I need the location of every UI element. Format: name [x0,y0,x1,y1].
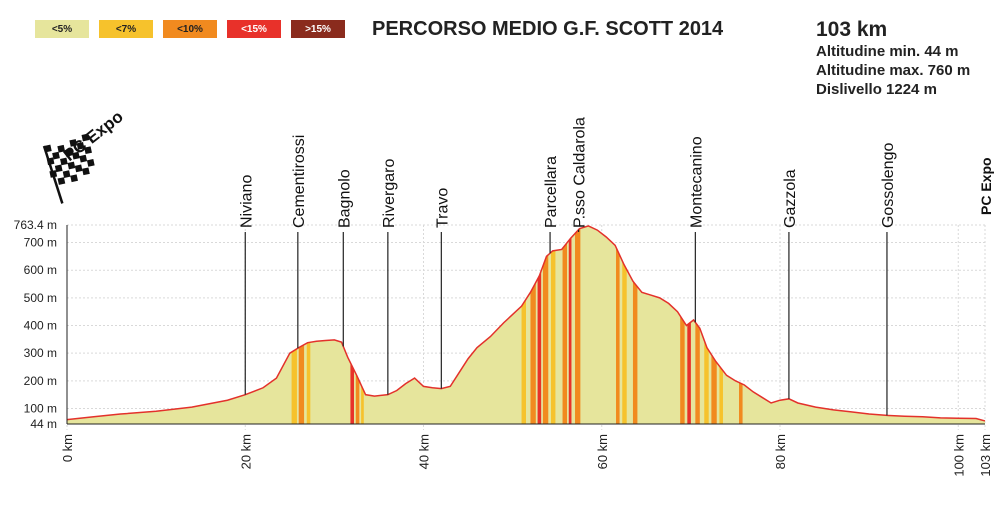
y-tick-label: 700 m [24,236,57,250]
gradient-band [306,225,311,424]
gradient-band [622,225,627,424]
gradient-band [537,225,542,424]
x-tick-label: 80 km [773,434,788,469]
legend: <5% <7% <10% <15% >15% [35,20,345,38]
gradient-band [530,225,536,424]
gradient-band [704,225,709,424]
legend-item: <15% [227,20,281,38]
y-tick-label: 400 m [24,319,57,333]
gradient-band [521,225,526,424]
y-tick-label: 44 m [30,417,57,431]
waypoint-label: Travo [434,188,451,228]
gradient-band [298,225,305,424]
gradient-band [719,225,723,424]
elevation-gain: Dislivello 1224 m [816,81,937,98]
gradient-band [575,225,581,424]
waypoint-label: Gossolengo [880,143,897,228]
gradient-band [687,225,691,424]
waypoint-label: Cementirossi [291,135,308,228]
total-distance: 103 km [816,18,888,41]
waypoint-label: Parcellara [543,156,560,228]
waypoint-label: Gazzola [782,169,799,228]
x-tick-label: 20 km [238,434,253,469]
checkered-flag-logo-icon [42,133,95,204]
altitude-min: Altitudine min. 44 m [816,43,959,60]
gradient-band [355,225,360,424]
gradient-band [350,225,354,424]
y-tick-label: 600 m [24,263,57,277]
x-tick-label: 60 km [595,434,610,469]
legend-item: <10% [163,20,217,38]
route-summary: 103 km Altitudine min. 44 m Altitudine m… [816,18,970,99]
legend-item: <5% [35,20,89,38]
gradient-band [562,225,567,424]
gradient-band [695,225,700,424]
y-tick-label: 300 m [24,346,57,360]
gradient-band [291,225,297,424]
waypoint-label: Montecanino [688,136,705,228]
x-tick-label: 103 km [978,434,993,477]
gradient-band [616,225,620,424]
gradient-band [739,225,743,424]
gradient-band [550,225,556,424]
legend-item: <7% [99,20,153,38]
waypoint-label: Bagnolo [336,169,353,228]
y-tick-label: 200 m [24,374,57,388]
waypoint-label: Niviano [238,175,255,228]
y-tick-label: 100 m [24,402,57,416]
chart-title: PERCORSO MEDIO G.F. SCOTT 2014 [372,18,724,40]
waypoint-label: Rivergaro [381,159,398,228]
altitude-max: Altitudine max. 760 m [816,62,971,79]
y-tick-label: 763.4 m [14,218,57,232]
x-tick-label: 40 km [417,434,432,469]
elevation-line [66,225,986,422]
gradient-band [568,225,572,424]
gradient-band [711,225,717,424]
y-tick-label: 500 m [24,291,57,305]
gradient-band [680,225,685,424]
legend-item: >15% [291,20,345,38]
x-tick-label: 100 km [951,434,966,477]
gradient-band [361,225,364,424]
gradient-band [542,225,549,424]
x-tick-label: 0 km [60,434,75,462]
waypoint-label: P.sso Caldarola [572,117,589,228]
gradient-band [632,225,638,424]
